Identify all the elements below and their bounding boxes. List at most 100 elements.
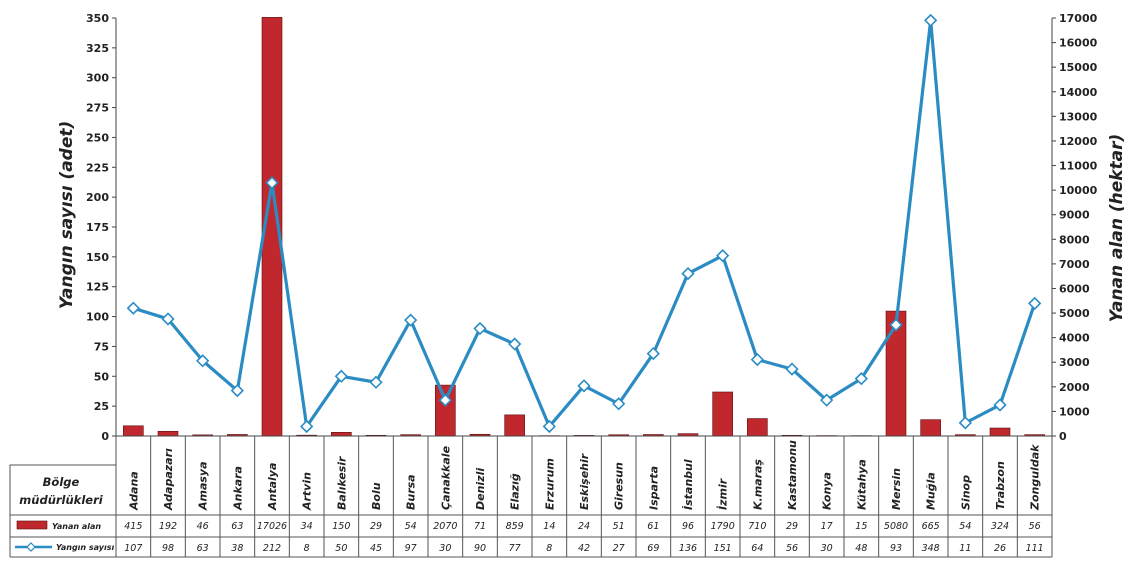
line-point [924,13,938,28]
y-tick-label: 175 [86,221,109,234]
table-value-area: 71 [474,521,486,532]
bar [157,430,179,437]
category-label: Artvin [301,472,314,511]
category-label: Kastamonu [786,440,799,510]
table-value-area: 1790 [711,521,735,532]
y2-tick-label: 3000 [1059,356,1090,369]
bar [331,432,352,437]
y2-tick-label: 8000 [1059,233,1090,246]
category-label: Sinop [959,475,972,510]
line-point [958,416,972,430]
line-point [265,176,279,190]
category-label: Elazığ [509,473,522,510]
table-value-count: 8 [304,543,310,554]
legend-line-label: Yangın sayısı [56,543,115,552]
line-point [508,337,522,351]
category-label: Eskişehir [578,453,591,510]
line-point [1028,296,1042,311]
category-label: Bursa [405,474,418,510]
y2-tick-label: 2000 [1059,381,1090,394]
table-value-area: 5080 [884,521,908,532]
table-value-area: 24 [578,521,590,532]
table-header-line1: Bölge [43,475,80,489]
table-value-area: 34 [301,521,313,532]
table-value-area: 54 [405,521,417,532]
line-point [542,419,556,434]
y2-tick-label: 4000 [1059,332,1090,345]
table-value-area: 150 [332,521,350,532]
table-value-count: 11 [959,543,971,554]
category-label: Giresun [613,462,626,510]
table-value-count: 8 [546,543,552,554]
y2-tick-label: 11000 [1059,160,1098,173]
y-tick-label: 125 [86,281,109,294]
table-header-cell [9,464,117,516]
line-point [820,393,834,407]
table-value-count: 97 [405,543,417,554]
y-tick-label: 0 [101,430,109,443]
line-point [196,354,210,368]
category-label: Konya [821,472,834,510]
table-value-count: 27 [613,543,625,554]
table-value-area: 859 [506,521,524,532]
bar [435,384,456,437]
y2-axis-title: Yanan alan (hektar) [1107,134,1127,323]
line-point [646,346,660,361]
category-label: Balıkesir [335,456,348,510]
category-label: Ankara [231,466,244,511]
table-value-count: 30 [821,543,833,554]
table-value-area: 29 [370,521,382,532]
y2-tick-label: 13000 [1059,110,1098,123]
bar [920,419,941,437]
table-value-count: 64 [751,543,763,554]
line-point [161,312,175,326]
line-point [473,321,487,336]
category-label: Adana [127,471,140,511]
table-value-count: 136 [679,543,697,554]
table-value-area: 665 [922,521,940,532]
table-value-count: 48 [855,543,867,554]
bar [747,418,768,437]
line-point [577,379,591,393]
category-label: Amasya [197,461,210,511]
line-point [681,266,695,281]
table-value-area: 2070 [433,521,457,532]
line-point [785,362,799,376]
y2-tick-label: 10000 [1059,184,1098,197]
category-label: İstanbul [681,459,695,510]
category-label: K.maraş [751,459,764,510]
line-point [716,249,730,263]
table-value-area: 324 [991,521,1009,532]
table-value-count: 348 [922,543,940,554]
line-point [854,372,868,386]
table-value-area: 51 [613,521,625,532]
y-tick-label: 50 [94,370,110,383]
table-value-area: 61 [647,521,659,532]
y-tick-label: 250 [86,131,109,144]
category-label: Kütahya [855,459,868,510]
category-label: İzmir [716,478,730,510]
y2-tick-label: 7000 [1059,258,1090,271]
table-value-count: 107 [124,543,142,554]
axes: 0 25 50 75 100 125 150 175 200 225 250 275 300 325 350… [86,12,1098,443]
category-label: Erzurum [543,458,556,510]
y-tick-label: 150 [86,251,109,264]
y2-tick-label: 16000 [1059,37,1098,50]
table-value-count: 151 [714,543,732,554]
line-point [126,301,140,315]
line-series [126,13,1042,434]
table-value-area: 56 [1029,521,1041,532]
category-label: Mersin [890,468,903,510]
category-label: Denizli [474,468,487,510]
y-tick-label: 325 [86,42,109,55]
y2-tick-label: 5000 [1059,307,1090,320]
table-value-area: 192 [159,521,177,532]
table-value-area: 63 [231,521,243,532]
table-value-count: 69 [647,543,659,554]
legend-bar-swatch [16,520,48,530]
bar [989,427,1011,437]
bar [504,414,525,437]
table-value-area: 415 [124,521,142,532]
category-label: Zonguldak [1029,444,1042,511]
